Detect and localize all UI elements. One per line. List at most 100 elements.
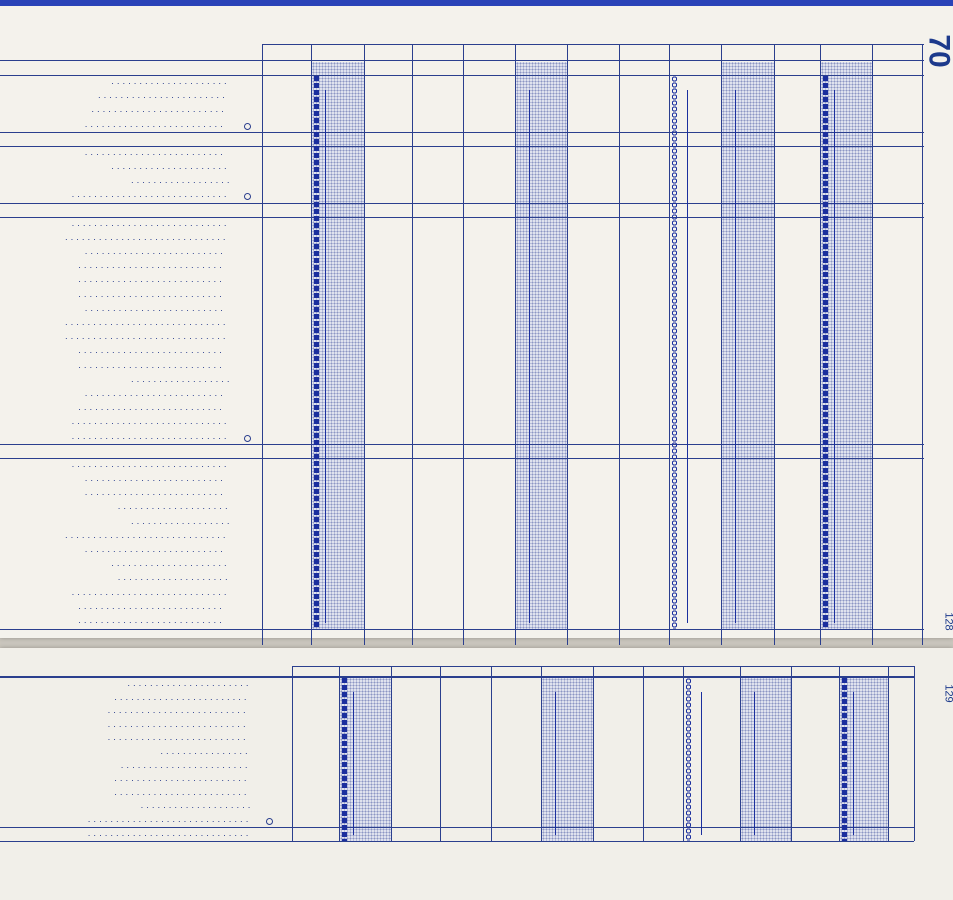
leader-dots: ............................ <box>71 430 230 442</box>
through-train-marker <box>842 678 847 842</box>
leader-dots: .......................... <box>78 260 225 272</box>
column-rule <box>669 44 670 646</box>
column-rule <box>740 666 741 842</box>
leader-dots: .......................... <box>78 615 225 626</box>
shaded-column <box>741 678 791 842</box>
column-rule <box>391 666 392 842</box>
leader-dots: ..................... <box>111 161 230 172</box>
leader-dots: .................. <box>131 373 233 385</box>
leader-dots: ............................ <box>71 416 230 428</box>
terminal-circle <box>244 434 251 442</box>
leader-dots: ........................ <box>91 104 227 116</box>
timetable-page-bottom: ........................................… <box>0 648 953 900</box>
leader-dots: ..................... <box>111 76 230 87</box>
shaded-column <box>516 62 567 630</box>
shaded-column <box>840 678 888 842</box>
column-rule <box>914 666 915 842</box>
leader-dots: ......................... <box>84 146 226 158</box>
leader-dots: ............................. <box>65 529 229 541</box>
page-top-blue-band <box>0 0 953 6</box>
leader-dots: ............................. <box>65 317 229 328</box>
run-line <box>529 90 530 624</box>
timetable-page-top: ........................................… <box>0 0 953 646</box>
leader-dots: ......................... <box>107 705 249 717</box>
leader-dots: ......................... <box>84 487 226 499</box>
column-rule <box>364 44 365 646</box>
column-rule <box>491 666 492 842</box>
header-rule-top <box>292 666 914 667</box>
table-bottom-rule <box>0 629 924 631</box>
leader-dots: .......................... <box>78 288 225 300</box>
column-rule <box>541 666 542 842</box>
column-rule <box>311 44 312 646</box>
page-number: 70 <box>922 34 953 68</box>
section-rule-thin <box>0 826 914 828</box>
column-rule <box>593 666 594 842</box>
column-rule <box>292 666 293 842</box>
run-line <box>353 692 354 836</box>
leader-dots: ........................ <box>114 691 250 703</box>
leader-dots: .................... <box>117 572 231 584</box>
leader-dots: ......................... <box>84 544 226 555</box>
run-line <box>701 692 702 836</box>
run-line <box>687 90 688 624</box>
leader-dots: ....................... <box>98 90 228 102</box>
column-rule <box>619 44 620 646</box>
run-line <box>853 692 854 836</box>
run-line <box>834 90 835 624</box>
leader-dots: ............................. <box>87 814 252 825</box>
leader-dots: ................ <box>160 746 251 757</box>
leader-dots: ....................... <box>120 759 251 771</box>
section-rule-thin <box>0 677 914 678</box>
run-line <box>555 692 556 836</box>
through-train-marker <box>342 678 347 842</box>
leader-dots: ............................. <box>65 331 229 343</box>
shaded-column <box>722 62 774 630</box>
section-rule <box>0 202 924 204</box>
leader-dots: .......................... <box>78 402 225 414</box>
leader-dots: ......................... <box>107 732 249 744</box>
terminal-circle <box>266 818 273 825</box>
column-rule <box>872 44 873 646</box>
column-rule <box>515 44 516 646</box>
column-rule <box>643 666 644 842</box>
shaded-column <box>340 678 391 842</box>
leader-dots: ............................ <box>71 217 230 229</box>
leader-dots: .......................... <box>78 345 225 357</box>
header-rule <box>0 60 924 61</box>
shaded-column <box>821 62 872 630</box>
section-rule <box>0 443 924 445</box>
header-rule-top <box>262 44 924 45</box>
shaded-column <box>312 62 364 630</box>
terminal-circle <box>244 122 251 130</box>
leader-dots: ......................... <box>84 302 226 314</box>
column-rule <box>440 666 441 842</box>
table-bottom-rule <box>0 841 914 843</box>
leader-dots: .................... <box>117 501 231 513</box>
through-train-marker <box>823 76 828 630</box>
leader-dots: .................. <box>131 175 233 187</box>
header-rule <box>0 676 914 677</box>
page-edge-number-bottom: 129 <box>942 684 953 703</box>
leader-dots: .................... <box>140 800 254 812</box>
column-rule <box>721 44 722 646</box>
leader-dots: .......................... <box>78 600 225 612</box>
leader-dots: .......................... <box>78 274 225 286</box>
run-line <box>325 90 326 624</box>
column-rule <box>791 666 792 842</box>
leader-dots: ......................... <box>84 118 226 130</box>
leader-dots: ............................. <box>87 827 252 839</box>
leader-dots: ..................... <box>111 558 230 570</box>
column-rule <box>774 44 775 646</box>
leader-dots: .......................... <box>78 359 225 371</box>
column-rule <box>888 666 889 842</box>
sleeper-train-marker <box>671 76 678 630</box>
leader-dots: ............................ <box>71 189 230 201</box>
section-rule <box>0 131 924 133</box>
shaded-column <box>542 678 593 842</box>
page-edge-number: 128 <box>942 612 953 631</box>
column-rule <box>820 44 821 646</box>
sleeper-train-marker <box>685 678 692 842</box>
leader-dots: ......................... <box>84 473 226 484</box>
column-rule <box>463 44 464 646</box>
